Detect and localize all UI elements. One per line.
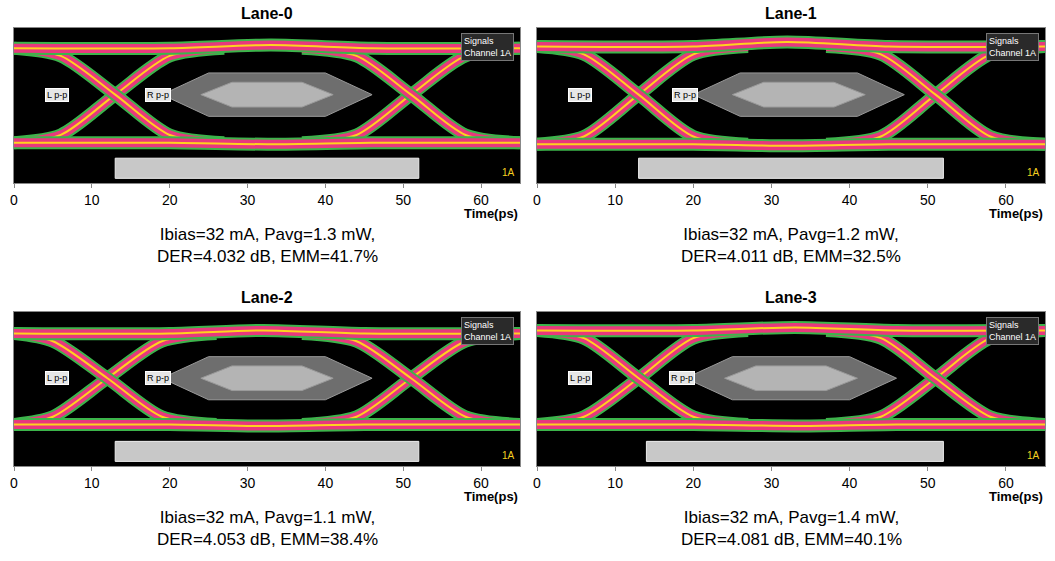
- svg-text:1A: 1A: [502, 167, 515, 178]
- svg-text:Lane-1: Lane-1: [765, 5, 817, 22]
- svg-text:30: 30: [240, 192, 256, 208]
- svg-text:50: 50: [395, 475, 411, 491]
- svg-text:Time(ps): Time(ps): [989, 206, 1043, 221]
- svg-text:L p-p: L p-p: [570, 90, 590, 100]
- svg-text:SignalsChannel 1A: SignalsChannel 1A: [989, 320, 1036, 342]
- svg-text:R p-p: R p-p: [671, 373, 693, 383]
- svg-text:Time(ps): Time(ps): [464, 206, 518, 221]
- svg-text:60: 60: [998, 192, 1014, 208]
- svg-text:40: 40: [842, 192, 858, 208]
- svg-text:R p-p: R p-p: [674, 90, 696, 100]
- svg-text:Time(ps): Time(ps): [989, 489, 1043, 504]
- svg-text:40: 40: [842, 475, 858, 491]
- svg-text:0: 0: [10, 192, 18, 208]
- svg-text:10: 10: [84, 475, 100, 491]
- svg-text:L p-p: L p-p: [570, 373, 590, 383]
- svg-text:10: 10: [84, 192, 100, 208]
- svg-text:SignalsChannel 1A: SignalsChannel 1A: [464, 320, 511, 342]
- svg-text:L p-p: L p-p: [47, 90, 67, 100]
- svg-text:Ibias=32 mA, Pavg=1.2 mW,DER=4: Ibias=32 mA, Pavg=1.2 mW,DER=4.011 dB, E…: [681, 225, 901, 266]
- svg-text:60: 60: [473, 192, 489, 208]
- svg-text:60: 60: [473, 475, 489, 491]
- svg-text:Ibias=32 mA, Pavg=1.3 mW,DER=4: Ibias=32 mA, Pavg=1.3 mW,DER=4.032 dB, E…: [157, 225, 378, 266]
- svg-text:Time(ps): Time(ps): [464, 489, 518, 504]
- svg-text:30: 30: [764, 192, 780, 208]
- svg-text:SignalsChannel 1A: SignalsChannel 1A: [989, 36, 1036, 58]
- svg-text:20: 20: [162, 192, 178, 208]
- svg-text:SignalsChannel 1A: SignalsChannel 1A: [464, 36, 511, 58]
- svg-text:R p-p: R p-p: [147, 90, 169, 100]
- svg-text:30: 30: [764, 475, 780, 491]
- svg-text:0: 0: [533, 475, 541, 491]
- svg-text:40: 40: [318, 475, 334, 491]
- svg-text:0: 0: [533, 192, 541, 208]
- svg-text:20: 20: [162, 475, 178, 491]
- svg-text:1A: 1A: [502, 450, 515, 461]
- svg-text:Ibias=32 mA, Pavg=1.4 mW,DER=4: Ibias=32 mA, Pavg=1.4 mW,DER=4.081 dB, E…: [681, 508, 902, 549]
- svg-text:0: 0: [10, 475, 18, 491]
- svg-text:30: 30: [240, 475, 256, 491]
- svg-text:Lane-3: Lane-3: [765, 289, 817, 306]
- svg-text:Lane-0: Lane-0: [241, 5, 293, 22]
- svg-text:10: 10: [607, 192, 623, 208]
- svg-text:50: 50: [395, 192, 411, 208]
- svg-text:60: 60: [998, 475, 1014, 491]
- svg-text:20: 20: [686, 475, 702, 491]
- svg-text:1A: 1A: [1027, 167, 1040, 178]
- svg-text:L p-p: L p-p: [47, 373, 67, 383]
- svg-text:1A: 1A: [1027, 450, 1040, 461]
- svg-text:40: 40: [318, 192, 334, 208]
- svg-text:R p-p: R p-p: [147, 373, 169, 383]
- svg-text:20: 20: [686, 192, 702, 208]
- svg-text:50: 50: [920, 192, 936, 208]
- svg-text:50: 50: [920, 475, 936, 491]
- svg-text:10: 10: [607, 475, 623, 491]
- svg-text:Lane-2: Lane-2: [241, 289, 293, 306]
- svg-text:Ibias=32 mA, Pavg=1.1 mW,DER=4: Ibias=32 mA, Pavg=1.1 mW,DER=4.053 dB, E…: [157, 508, 378, 549]
